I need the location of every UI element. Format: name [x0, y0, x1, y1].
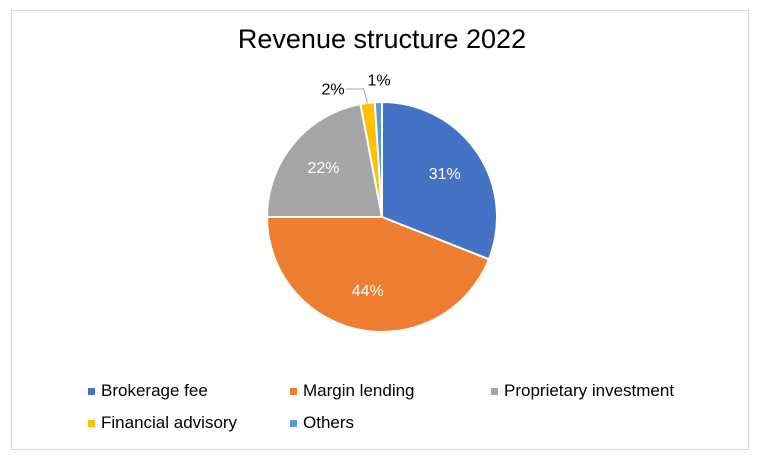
chart-title: Revenue structure 2022: [237, 24, 527, 54]
pie-slice-others: [373, 100, 383, 218]
legend-label: Others: [303, 413, 355, 432]
pie-slice-brokerage-fee: [381, 100, 498, 261]
legend-label: Proprietary investment: [504, 381, 675, 400]
legend-label: Financial advisory: [101, 413, 238, 432]
legend-swatch: [491, 387, 498, 395]
data-label-margin-lending: 44%: [352, 283, 384, 300]
legend-swatch: [88, 387, 95, 395]
legend-item-brokerage-fee: Brokerage fee: [88, 381, 208, 401]
legend-item-margin-lending: Margin lending: [290, 381, 415, 401]
legend-label: Margin lending: [303, 381, 415, 400]
legend-item-financial-advisory: Financial advisory: [88, 413, 237, 433]
legend-swatch: [290, 419, 297, 427]
data-label-others: 1%: [367, 73, 390, 90]
legend-swatch: [88, 419, 95, 427]
data-label-proprietary-investment: 22%: [308, 160, 340, 177]
legend-item-others: Others: [290, 413, 354, 433]
legend-label: Brokerage fee: [101, 381, 208, 400]
pie-slice-proprietary-investment: [265, 102, 384, 218]
pie-slice-margin-lending: [265, 216, 491, 333]
leader-line: [346, 88, 369, 104]
legend-swatch: [290, 387, 297, 395]
data-label-brokerage-fee: 31%: [429, 166, 461, 183]
data-label-financial-advisory: 2%: [321, 82, 344, 99]
legend-item-proprietary-investment: Proprietary investment: [491, 381, 674, 401]
